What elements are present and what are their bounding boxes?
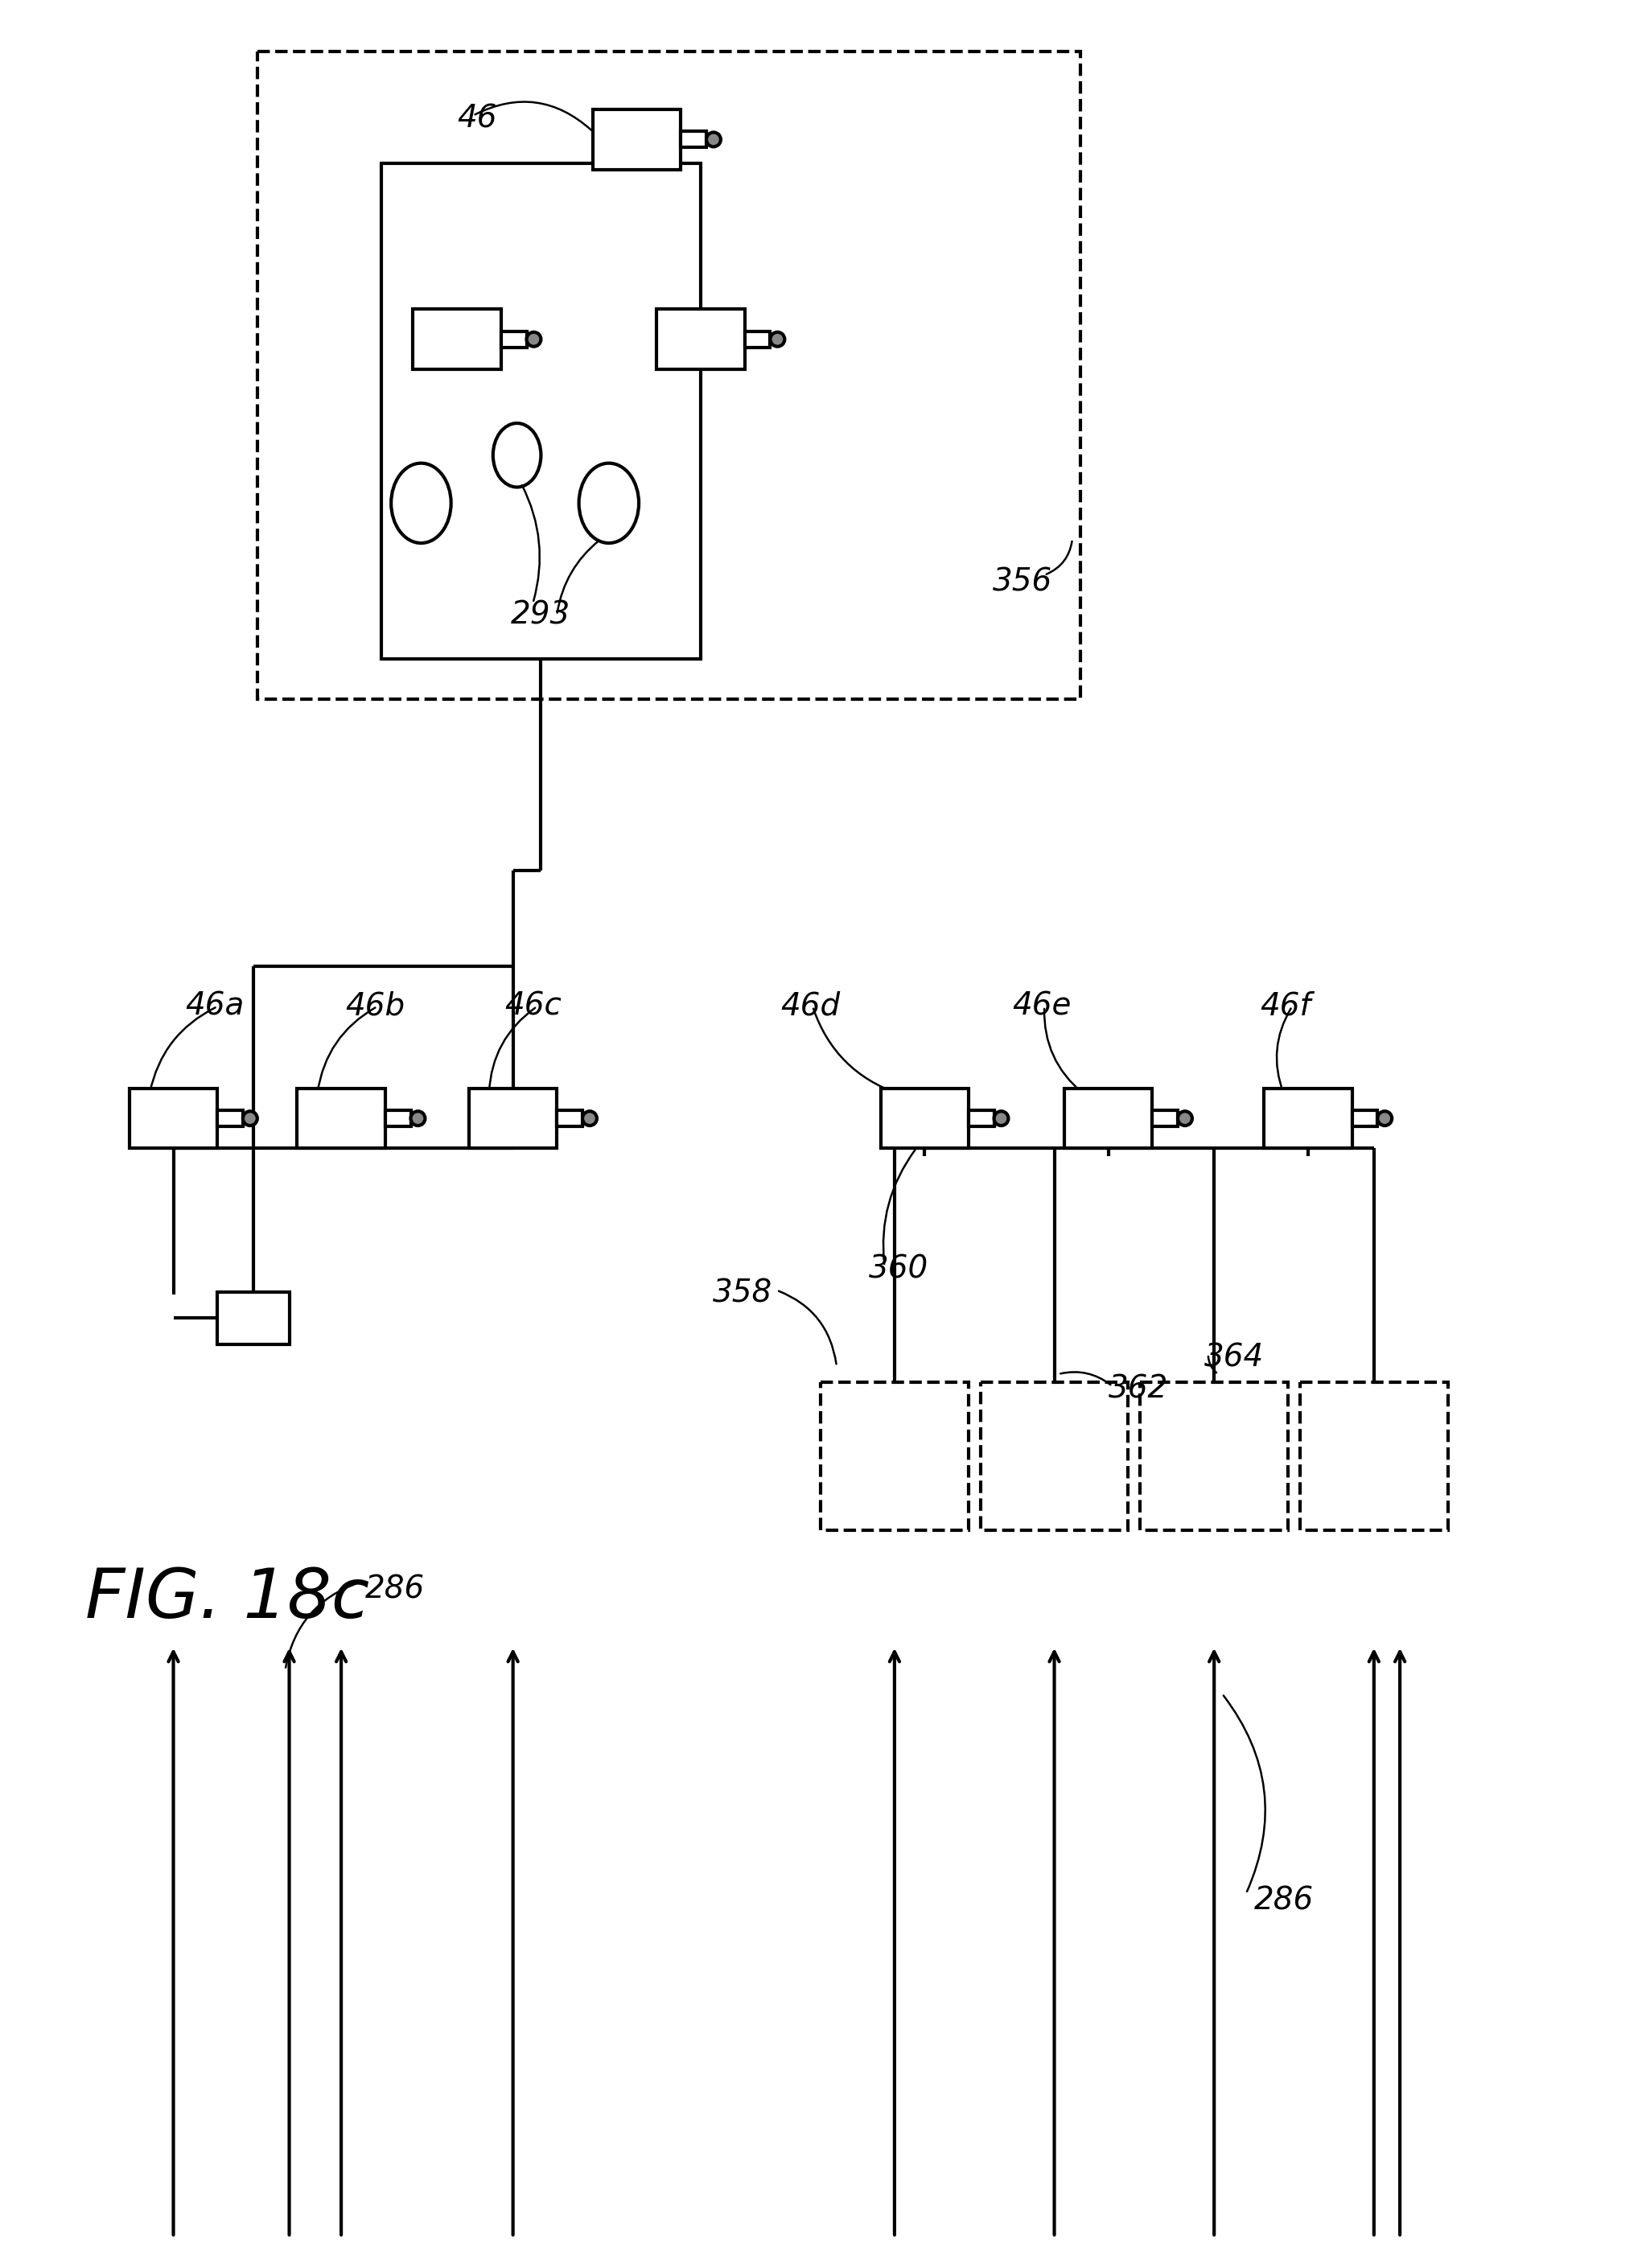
Circle shape	[582, 1111, 597, 1125]
Text: 362: 362	[1109, 1374, 1168, 1404]
Text: 46f: 46f	[1261, 991, 1310, 1021]
Text: 46c: 46c	[505, 991, 563, 1021]
Text: 286: 286	[365, 1574, 426, 1603]
Circle shape	[526, 331, 541, 347]
Text: 356: 356	[993, 567, 1053, 596]
Bar	[469, 1089, 558, 1148]
Bar	[1264, 1089, 1351, 1148]
Bar	[412, 308, 502, 370]
Bar	[980, 1381, 1129, 1531]
Text: 286: 286	[1254, 1885, 1313, 1916]
Bar	[502, 331, 526, 347]
Bar	[218, 1111, 243, 1127]
Bar	[657, 308, 744, 370]
Text: 46a: 46a	[185, 991, 244, 1021]
Text: 46d: 46d	[780, 991, 840, 1021]
Bar	[744, 331, 771, 347]
Ellipse shape	[391, 463, 450, 542]
Bar	[297, 1089, 384, 1148]
Bar	[218, 1293, 289, 1345]
Bar	[969, 1111, 993, 1127]
Bar	[820, 1381, 969, 1531]
Bar	[1300, 1381, 1447, 1531]
Circle shape	[1378, 1111, 1393, 1125]
Bar	[681, 132, 706, 147]
Ellipse shape	[579, 463, 639, 542]
Text: 46: 46	[457, 104, 497, 134]
Text: 360: 360	[868, 1254, 929, 1286]
Text: FIG. 18c: FIG. 18c	[86, 1565, 370, 1633]
Bar	[129, 1089, 218, 1148]
Circle shape	[1178, 1111, 1193, 1125]
Circle shape	[706, 132, 721, 147]
Bar	[1140, 1381, 1289, 1531]
Circle shape	[243, 1111, 257, 1125]
Text: 364: 364	[1204, 1343, 1264, 1372]
Text: 46b: 46b	[345, 991, 404, 1021]
Bar	[592, 109, 681, 170]
Bar	[1064, 1089, 1152, 1148]
Bar	[881, 1089, 969, 1148]
Bar	[381, 163, 701, 660]
Circle shape	[993, 1111, 1008, 1125]
Text: 358: 358	[713, 1279, 772, 1309]
Bar	[257, 52, 1081, 699]
Circle shape	[771, 331, 785, 347]
Bar	[384, 1111, 411, 1127]
Text: 293: 293	[512, 599, 571, 631]
Text: 46e: 46e	[1013, 991, 1071, 1021]
Ellipse shape	[493, 424, 541, 488]
Bar	[558, 1111, 582, 1127]
Bar	[1351, 1111, 1378, 1127]
Bar	[1152, 1111, 1178, 1127]
Circle shape	[411, 1111, 426, 1125]
